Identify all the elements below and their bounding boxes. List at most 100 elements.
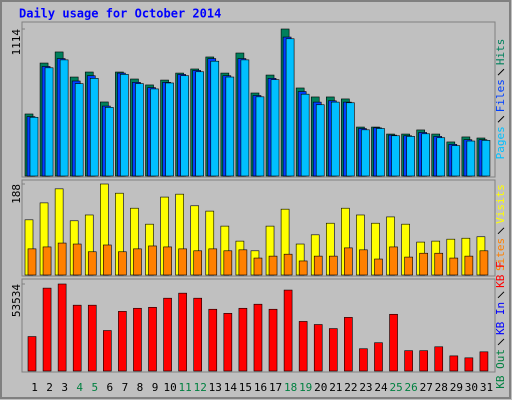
x-tick-label: 5 [91, 381, 98, 394]
x-tick-label: 12 [194, 381, 207, 394]
bar [223, 250, 233, 276]
bar [193, 297, 203, 372]
bar [270, 79, 280, 177]
legend-separator [497, 291, 505, 299]
bar [178, 292, 187, 372]
x-tick-label: 23 [359, 381, 372, 394]
bar [374, 342, 383, 372]
bar [210, 60, 220, 177]
x-tick-label: 1 [31, 381, 38, 394]
bar [344, 247, 353, 276]
x-tick-label: 18 [284, 381, 297, 394]
x-tick-label: 22 [344, 381, 357, 394]
bar [57, 283, 67, 372]
bar [74, 83, 84, 177]
bar [419, 252, 428, 276]
bar [44, 67, 54, 177]
bar [313, 324, 323, 372]
legend-entry: Sites [494, 238, 507, 271]
bar [105, 107, 114, 177]
bar [464, 357, 474, 372]
bar [208, 308, 218, 372]
bar [89, 78, 99, 177]
bar [163, 246, 172, 276]
legend-entry: KB In [494, 302, 507, 335]
bar [359, 348, 368, 372]
bar [298, 260, 308, 276]
bar [481, 140, 491, 177]
bar [133, 248, 142, 276]
bar [223, 313, 233, 372]
bar [103, 244, 112, 276]
bar [268, 255, 278, 276]
x-tick-label: 24 [374, 381, 388, 394]
bar [434, 346, 444, 372]
bar [57, 242, 67, 276]
bar [268, 308, 278, 372]
bar [328, 328, 338, 372]
bar [148, 245, 157, 276]
bar [346, 102, 355, 177]
x-tick-label: 29 [450, 381, 463, 394]
legend-entry: Visits [494, 184, 507, 224]
bar [434, 252, 444, 276]
legend-separator [497, 115, 505, 123]
bar [133, 307, 142, 372]
bar [436, 137, 446, 177]
bar [208, 248, 218, 276]
bar [238, 249, 248, 276]
legend: Pages Files Hits [494, 39, 507, 160]
bar [87, 251, 97, 276]
x-tick-label: 6 [107, 381, 114, 394]
bar [178, 248, 187, 276]
bar [27, 248, 37, 276]
bar [285, 38, 295, 177]
y-tick-label: 188 [10, 184, 23, 204]
x-tick-label: 17 [269, 381, 282, 394]
bar [389, 246, 398, 276]
bar [42, 246, 52, 276]
x-tick-label: 13 [209, 381, 222, 394]
x-tick-label: 8 [137, 381, 144, 394]
bar [72, 243, 82, 276]
x-tick-label: 31 [480, 381, 493, 394]
bar [255, 96, 265, 177]
bar [59, 59, 69, 177]
x-tick-label: 30 [465, 381, 478, 394]
legend-separator [497, 68, 505, 76]
bar [300, 93, 310, 177]
bar [283, 253, 293, 276]
bar [225, 76, 235, 177]
bar [313, 255, 323, 276]
bar [180, 75, 189, 177]
bar [421, 133, 430, 177]
bar [344, 317, 353, 372]
bar [283, 289, 293, 372]
bar [72, 304, 82, 372]
x-tick-label: 4 [76, 381, 83, 394]
x-tick-label: 10 [163, 381, 176, 394]
bar [118, 311, 127, 372]
x-tick-label: 16 [254, 381, 267, 394]
bar [359, 249, 368, 276]
bar [195, 71, 205, 177]
x-tick-label: 20 [314, 381, 327, 394]
x-tick-label: 3 [61, 381, 68, 394]
chart-title: Daily usage for October 2014 [19, 7, 221, 21]
bar [449, 257, 459, 276]
legend-entry: Pages [494, 126, 507, 159]
legend-separator [497, 227, 505, 235]
bar [391, 135, 400, 177]
bar [163, 297, 172, 372]
bar [419, 350, 428, 372]
bar [27, 336, 37, 372]
x-tick-label: 26 [405, 381, 418, 394]
bar [165, 82, 174, 177]
bar [464, 255, 474, 276]
x-tick-label: 27 [420, 381, 433, 394]
bar [404, 256, 413, 276]
legend: Sites Visits [494, 184, 507, 271]
x-tick-label: 9 [152, 381, 159, 394]
